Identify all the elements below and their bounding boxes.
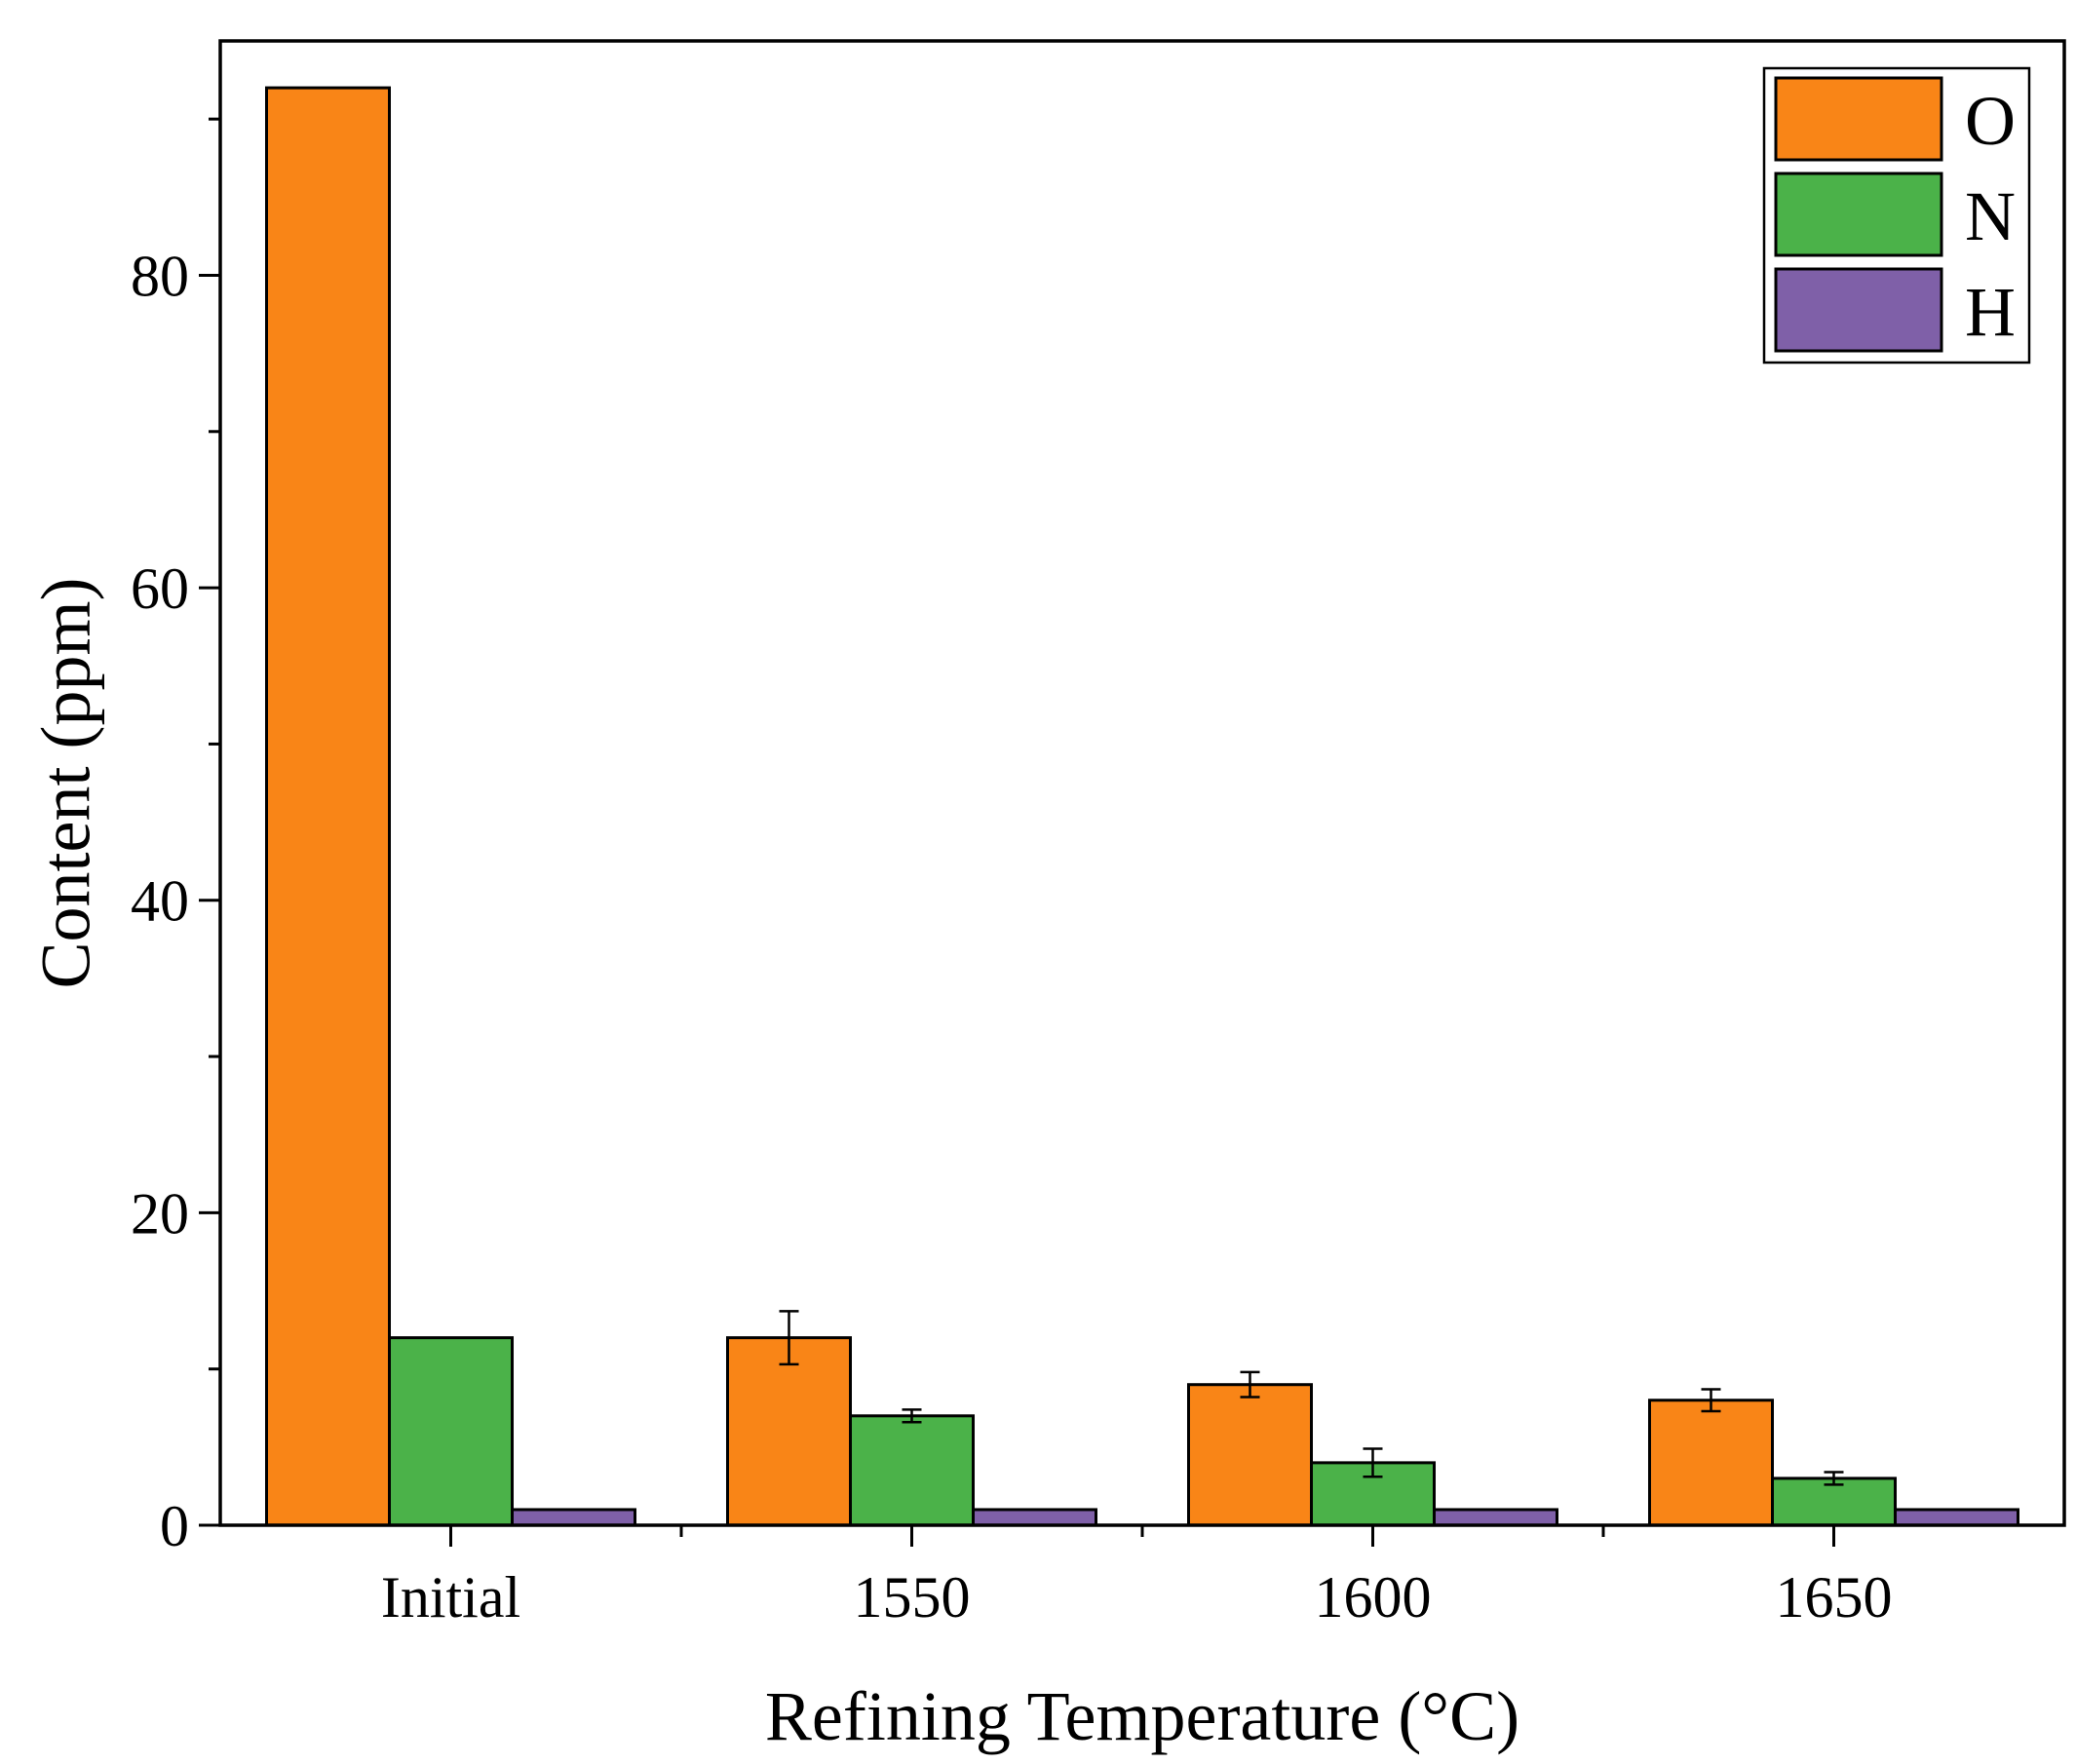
bar-O-1650 (1648, 1399, 1774, 1527)
x-tick-label-1650: 1650 (1776, 1565, 1893, 1630)
bar-N-Initial (388, 1336, 514, 1527)
error-bar-N-1600 (1363, 1447, 1383, 1478)
legend-swatch-N (1774, 172, 1943, 257)
error-bars-layer (779, 1310, 1844, 1486)
bars-layer (265, 86, 2019, 1527)
plot-area: 0 20 40 60 80 Initial 1550 1600 1650 (131, 39, 2066, 1630)
legend-label-N: N (1965, 177, 2016, 255)
error-bar-N-1550 (902, 1408, 922, 1424)
x-axis-ticks: Initial 1550 1600 1650 (381, 1525, 1893, 1630)
error-bar-O-1550 (779, 1310, 799, 1366)
y-tick-label-60: 60 (131, 556, 189, 621)
error-bar-O-1650 (1701, 1388, 1721, 1413)
legend-swatch-H (1774, 267, 1943, 353)
y-axis-title: Content (ppm) (27, 578, 105, 989)
legend-label-O: O (1965, 82, 2016, 160)
bar-N-1650 (1771, 1476, 1897, 1527)
bar-H-1550 (972, 1508, 1097, 1527)
bar-O-Initial (265, 86, 391, 1527)
y-tick-label-0: 0 (160, 1494, 189, 1558)
error-bar-O-1600 (1240, 1370, 1260, 1399)
y-axis-ticks: 0 20 40 60 80 (131, 117, 220, 1558)
x-axis-title: Refining Temperature (°C) (765, 1677, 1519, 1755)
x-tick-label-Initial: Initial (381, 1565, 520, 1630)
legend-swatch-O (1774, 76, 1943, 162)
bar-H-1600 (1433, 1508, 1558, 1527)
y-tick-label-40: 40 (131, 869, 189, 934)
y-tick-label-80: 80 (131, 244, 189, 308)
bar-N-1550 (849, 1414, 975, 1527)
bar-H-Initial (511, 1508, 636, 1527)
error-bar-N-1650 (1824, 1471, 1844, 1486)
bar-O-1600 (1187, 1383, 1313, 1527)
bar-O-1550 (726, 1336, 852, 1527)
y-tick-label-20: 20 (131, 1181, 189, 1246)
bar-H-1650 (1894, 1508, 2019, 1527)
x-tick-label-1600: 1600 (1315, 1565, 1432, 1630)
x-tick-label-1550: 1550 (854, 1565, 971, 1630)
legend-label-H: H (1965, 273, 2016, 351)
legend: ONH (1762, 66, 2031, 364)
